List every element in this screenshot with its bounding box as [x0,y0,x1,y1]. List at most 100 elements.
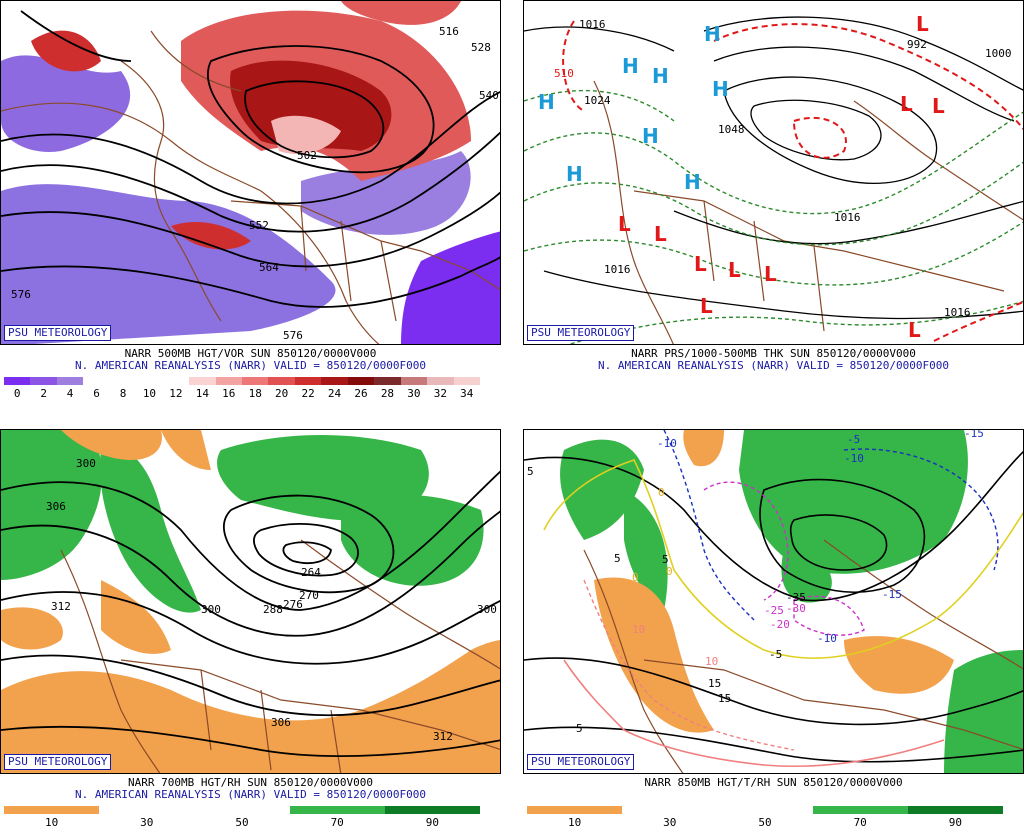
high-pressure-icon: H [712,77,729,101]
temp-label: -15 [882,588,902,601]
colorbar-tick-label: 16 [222,387,236,400]
map-prs-thk: 1016 1024 992 1000 1048 1016 1016 510 10… [523,0,1024,345]
colorbar-swatch [347,377,375,385]
high-pressure-icon: H [538,90,555,114]
low-pressure-icon: L [618,212,631,236]
colorbar-tick-label: 32 [433,387,447,400]
colorbar-swatch [30,377,58,385]
colorbar-swatch [215,377,243,385]
panel-850mb: -10 -5 -10 -15 5 0 5 0 0 -35 -30 -25 -20… [523,429,1024,829]
temp-label: -10 [817,632,837,645]
vorticity-colorbar [4,377,481,385]
isobar-label: 1024 [584,94,611,107]
colorbar-tick-label: 70 [330,816,344,829]
colorbar-swatch [384,806,481,814]
colorbar-tick-label: 90 [425,816,440,829]
panel-500mb: 516 528 540 502 552 564 576 576 PSU METE… [0,0,501,400]
colorbar-swatch [321,377,349,385]
panel-caption: NARR 700MB HGT/RH SUN 850120/0000V000 [127,776,374,789]
colorbar-swatch [527,806,623,814]
temp-label: -5 [769,648,782,661]
colorbar-swatch [162,377,190,385]
panel-caption: NARR 500MB HGT/VOR SUN 850120/0000V000 [124,347,377,360]
low-pressure-icon: L [700,294,713,318]
contour-label: 288 [263,603,283,616]
colorbar-tick-label: 10 [142,387,157,400]
colorbar-tick-label: 22 [301,387,315,400]
colorbar-tick-label: 0 [13,387,21,400]
contour-label: 564 [259,261,279,274]
isobar-label: 1048 [718,123,745,136]
temp-label: 5 [576,722,583,735]
contour-label: 264 [301,566,321,579]
colorbar-tick-label: 18 [248,387,262,400]
colorbar-tick-label: 10 [44,816,59,829]
colorbar-swatch [400,377,428,385]
temp-label: 15 [718,692,731,705]
colorbar-swatch [374,377,402,385]
temp-label: 0 [666,565,673,578]
panel-caption: NARR PRS/1000-500MB THK SUN 850120/0000V… [631,347,916,360]
colorbar-swatch [289,806,386,814]
rh-colorbar [4,806,481,814]
colorbar-swatch [812,806,909,814]
temp-label: -35 [786,591,806,604]
isobar-label: 1016 [834,211,861,224]
colorbar-swatch [907,806,1004,814]
contour-label: 270 [299,589,319,602]
contour-label: 276 [283,598,303,611]
colorbar-tick-label: 30 [140,816,154,829]
temp-label: 10 [705,655,718,668]
map-500mb: 516 528 540 502 552 564 576 576 [0,0,501,345]
rh-colorbar [527,806,1004,814]
temp-label: 5 [614,552,621,565]
temp-label: -25 [764,604,784,617]
temp-label: -5 [847,433,860,446]
contour-label: 516 [439,25,459,38]
low-pressure-icon: L [932,94,945,118]
map-700mb: 300 306 312 300 288 276 270 264 300 306 … [0,429,501,774]
colorbar-tick-label: 50 [235,816,249,829]
psu-badge: PSU METEOROLOGY [4,325,112,341]
contour-label: 306 [46,500,66,513]
colorbar-swatch [56,377,84,385]
panel-700mb: 300 306 312 300 288 276 270 264 300 306 … [0,429,501,829]
isobar-label: 1016 [944,306,971,319]
high-pressure-icon: H [566,162,583,186]
contour-label: 300 [201,603,221,616]
temp-label: -10 [657,437,677,450]
colorbar-tick-label: 20 [275,387,289,400]
temp-label: 0 [658,486,665,499]
colorbar-swatch [294,377,322,385]
contour-label: 576 [11,288,31,301]
temp-label: -20 [770,618,790,631]
panel-caption: NARR 850MB HGT/T/RH SUN 850120/0000V000 [644,776,903,789]
thickness-label: 510 [554,67,574,80]
map-850mb: -10 -5 -10 -15 5 0 5 0 0 -35 -30 -25 -20… [523,429,1024,774]
colorbar-swatch [427,377,455,385]
temp-label: 10 [632,623,645,636]
colorbar-ticks: 10 30 50 70 90 [527,816,1003,829]
colorbar-swatch [453,377,481,385]
psu-badge: PSU METEOROLOGY [527,325,635,341]
temp-label: -15 [964,430,984,440]
high-pressure-icon: H [642,124,659,148]
temp-label: 0 [632,571,639,584]
colorbar-tick-label: 50 [758,816,772,829]
panel-prs-thk: 1016 1024 992 1000 1048 1016 1016 510 10… [523,0,1024,389]
contour-label: 300 [76,457,96,470]
colorbar-tick-label: 26 [354,387,368,400]
panel-subcaption: N. AMERICAN REANALYSIS (NARR) VALID = 85… [598,359,949,372]
colorbar-swatch [242,377,269,385]
low-pressure-icon: L [764,262,777,286]
colorbar-tick-label: 2 [40,387,47,400]
high-pressure-icon: H [652,64,669,88]
low-pressure-icon: L [916,12,929,36]
colorbar-swatch [189,377,217,385]
contour-label: 300 [477,603,497,616]
contour-label: 528 [471,41,491,54]
psu-badge: PSU METEOROLOGY [527,754,635,770]
colorbar-tick-label: 30 [663,816,677,829]
panel-subcaption: N. AMERICAN REANALYSIS (NARR) VALID = 85… [75,788,426,801]
colorbar-tick-label: 34 [460,387,474,400]
